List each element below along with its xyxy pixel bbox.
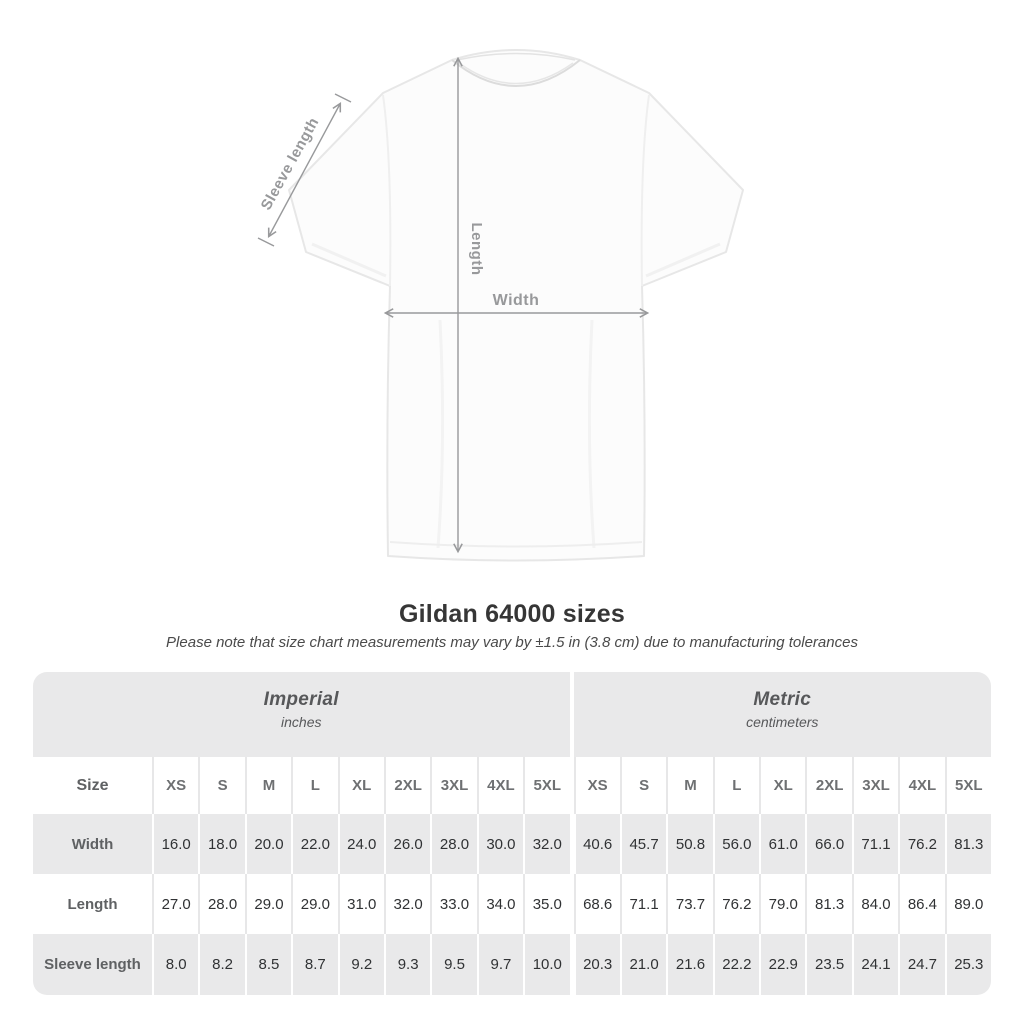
metric-size-header: S (619, 757, 667, 814)
page-title: Gildan 64000 sizes (399, 600, 625, 628)
metric-value-cell: 40.6 (573, 814, 620, 874)
imperial-value-cell: 22.0 (291, 814, 338, 874)
imperial-size-header: M (244, 757, 292, 814)
imperial-value-cell: 26.0 (383, 814, 431, 874)
imperial-value-cell: 8.5 (244, 934, 292, 995)
imperial-value-cell: 10.0 (523, 934, 570, 995)
imperial-value-cell: 34.0 (476, 874, 524, 934)
imperial-value-cell: 29.0 (291, 874, 338, 934)
metric-size-header: 2XL (805, 757, 852, 814)
group-divider-gap (569, 757, 574, 814)
imperial-value-cell: 28.0 (430, 814, 477, 874)
tshirt-shape (288, 49, 744, 562)
metric-value-cell: 76.2 (898, 814, 945, 874)
metric-value-cell: 86.4 (898, 874, 945, 934)
tshirt-graphic: Length Width Sleeve length (257, 49, 744, 562)
metric-value-cell: 25.3 (944, 934, 991, 995)
metric-value-cell: 84.0 (851, 874, 899, 934)
group-divider-gap (569, 672, 574, 757)
imperial-size-header: XL (337, 757, 384, 814)
imperial-size-header: 5XL (523, 757, 570, 814)
metric-size-header: 4XL (898, 757, 945, 814)
imperial-value-cell: 29.0 (244, 874, 292, 934)
metric-group-header: Metric centimeters (573, 672, 991, 757)
imperial-value-cell: 9.5 (430, 934, 477, 995)
width-annotation-label: Width (493, 292, 540, 309)
size-column-header: Size (33, 757, 152, 814)
imperial-value-cell: 8.7 (291, 934, 338, 995)
imperial-group-title: Imperial (263, 689, 339, 710)
imperial-value-cell: 33.0 (430, 874, 477, 934)
imperial-size-header: 2XL (383, 757, 431, 814)
imperial-value-cell: 18.0 (198, 814, 245, 874)
group-divider-gap (569, 874, 574, 934)
measurement-arrows (257, 56, 650, 554)
imperial-size-header: 4XL (476, 757, 524, 814)
imperial-size-header: L (291, 757, 338, 814)
imperial-size-header: S (198, 757, 245, 814)
size-chart-table: Imperial inches Metric centimeters Size X… (33, 672, 991, 995)
metric-value-cell: 73.7 (666, 874, 713, 934)
metric-value-cell: 22.2 (712, 934, 760, 995)
imperial-size-header: XS (152, 757, 199, 814)
metric-value-cell: 23.5 (805, 934, 852, 995)
tolerance-note: Please note that size chart measurements… (166, 634, 858, 651)
sleeve-length-arrow (267, 102, 342, 238)
metric-size-header: M (666, 757, 713, 814)
imperial-group-unit: inches (281, 714, 322, 730)
imperial-value-cell: 24.0 (337, 814, 384, 874)
metric-value-cell: 68.6 (573, 874, 620, 934)
metric-value-cell: 45.7 (619, 814, 667, 874)
metric-value-cell: 50.8 (666, 814, 713, 874)
metric-group-title: Metric (753, 689, 812, 710)
imperial-value-cell: 32.0 (383, 874, 431, 934)
metric-value-cell: 61.0 (759, 814, 806, 874)
row-label: Width (33, 814, 152, 874)
imperial-value-cell: 8.0 (152, 934, 199, 995)
metric-value-cell: 22.9 (759, 934, 806, 995)
imperial-value-cell: 32.0 (523, 814, 570, 874)
imperial-value-cell: 30.0 (476, 814, 524, 874)
metric-value-cell: 21.0 (619, 934, 667, 995)
imperial-value-cell: 35.0 (523, 874, 570, 934)
metric-value-cell: 71.1 (851, 814, 899, 874)
imperial-value-cell: 20.0 (244, 814, 292, 874)
imperial-value-cell: 9.3 (383, 934, 431, 995)
metric-value-cell: 24.7 (898, 934, 945, 995)
metric-value-cell: 81.3 (944, 814, 991, 874)
imperial-value-cell: 9.2 (337, 934, 384, 995)
metric-size-header: 5XL (944, 757, 991, 814)
row-label: Length (33, 874, 152, 934)
sleeve-arrow-tick-top (334, 93, 352, 103)
metric-value-cell: 21.6 (666, 934, 713, 995)
metric-value-cell: 56.0 (712, 814, 760, 874)
metric-group-unit: centimeters (746, 714, 819, 730)
metric-value-cell: 24.1 (851, 934, 899, 995)
metric-value-cell: 20.3 (573, 934, 620, 995)
metric-value-cell: 81.3 (805, 874, 852, 934)
group-divider-gap (569, 934, 574, 995)
imperial-size-header: 3XL (430, 757, 477, 814)
metric-size-header: L (712, 757, 760, 814)
group-divider-gap (569, 814, 574, 874)
metric-value-cell: 71.1 (619, 874, 667, 934)
imperial-value-cell: 9.7 (476, 934, 524, 995)
imperial-value-cell: 28.0 (198, 874, 245, 934)
metric-value-cell: 89.0 (944, 874, 991, 934)
metric-value-cell: 66.0 (805, 814, 852, 874)
length-annotation-label: Length (468, 223, 485, 276)
metric-size-header: XS (573, 757, 620, 814)
metric-value-cell: 76.2 (712, 874, 760, 934)
imperial-value-cell: 27.0 (152, 874, 199, 934)
imperial-value-cell: 31.0 (337, 874, 384, 934)
imperial-value-cell: 16.0 (152, 814, 199, 874)
tshirt-diagram: Length Width Sleeve length (240, 0, 790, 590)
imperial-group-header: Imperial inches (33, 672, 570, 757)
metric-value-cell: 79.0 (759, 874, 806, 934)
row-label: Sleeve length (33, 934, 152, 995)
imperial-value-cell: 8.2 (198, 934, 245, 995)
metric-size-header: 3XL (851, 757, 899, 814)
sleeve-arrow-tick-bottom (257, 237, 275, 247)
metric-size-header: XL (759, 757, 806, 814)
